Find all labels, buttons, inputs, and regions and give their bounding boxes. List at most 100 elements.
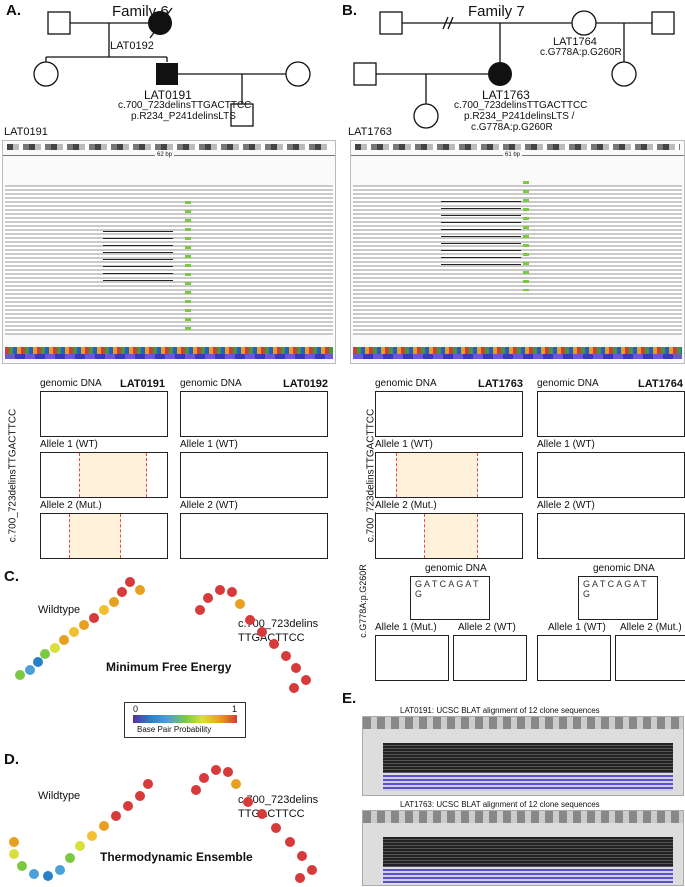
- rna-legend-gradient: [133, 715, 237, 723]
- sanger-left-side-label: c.700_723delinsTTGACTTCC: [7, 408, 19, 543]
- g260r-genomic-title-2: genomic DNA: [593, 563, 655, 574]
- trace-lat1763-genomic: [375, 391, 523, 437]
- g260r-seq-lat1764: G A T C A G A T G: [583, 579, 647, 599]
- family6-variant-protein: p.R234_P241delinsLTS: [131, 111, 236, 122]
- igv-right-ideogram: [355, 144, 680, 150]
- trace-lat1763-allele2: [375, 513, 523, 559]
- pedigree-f7-grandfather: [379, 11, 403, 35]
- trace-g260r-a2-wt: [453, 635, 527, 681]
- right-allele2-title-2: Allele 2 (WT): [537, 500, 595, 511]
- panel-d-label: D.: [4, 751, 19, 768]
- pedigree-child: [230, 103, 254, 127]
- blat-bottom-browser: [362, 810, 684, 886]
- blat-top-browser: [362, 716, 684, 796]
- trace-lat0191-genomic: [40, 391, 168, 437]
- rna-c-wt-structure: [15, 577, 145, 680]
- trace-g260r-a2-mut: [615, 635, 685, 681]
- trace-lat0192-allele1: [180, 452, 328, 498]
- right-sample-1: LAT1763: [478, 378, 524, 390]
- g260r-side-label: c.G778A:p.G260R: [358, 564, 368, 638]
- family7-relative-id: LAT1764: [553, 36, 597, 48]
- family6-variant-dna: c.700_723delinsTTGACTTCC: [118, 100, 252, 111]
- pedigree-proband-lat0191: [156, 63, 178, 85]
- igv-left-view: 62 bp: [2, 140, 336, 364]
- trace-g260r-a1-mut: [375, 635, 449, 681]
- panel-e-label: E.: [342, 690, 357, 707]
- rna-d-wildtype-label: Wildtype: [38, 790, 81, 802]
- right-genomic-title: genomic DNA: [375, 378, 437, 389]
- rna-c-wildtype-label: Wildtype: [38, 604, 81, 616]
- rna-d-wt-structure: [9, 779, 153, 881]
- rna-legend-max: 1: [231, 704, 237, 714]
- pedigree-f7-spouse: [651, 11, 675, 35]
- family6-pedigree: [33, 7, 311, 127]
- rna-c-title: Minimum Free Energy: [106, 660, 232, 674]
- pedigree-sibling: [33, 61, 59, 87]
- right-sample-2: LAT1764: [638, 378, 684, 390]
- rna-d-mutant-label-1: c.700_723delins: [238, 794, 319, 806]
- rna-c-structures: [15, 577, 311, 693]
- igv-right-sequence-track: [353, 347, 682, 354]
- family7-variant-dna: c.700_723delinsTTGACTTCC: [454, 100, 588, 111]
- trace-lat0191-allele2: [40, 513, 168, 559]
- trace-lat1764-allele2: [537, 513, 685, 559]
- igv-right-scale: 61 bp: [503, 152, 523, 158]
- pedigree-proband-lat1763: [488, 62, 512, 86]
- rna-c-mut-structure: [195, 585, 311, 693]
- igv-left-ideogram: [7, 144, 331, 150]
- pedigree-spouse: [285, 61, 311, 87]
- trace-lat1764-genomic: [537, 391, 685, 437]
- trace-lat1763-allele1: [375, 452, 523, 498]
- left-allele2-title: Allele 2 (Mut.): [40, 500, 102, 511]
- g260r-a1-title-2: Allele 1 (WT): [548, 622, 606, 633]
- left-sample-1: LAT0191: [120, 378, 166, 390]
- igv-left-scale: 62 bp: [155, 152, 175, 158]
- panel-a-label: A.: [6, 2, 21, 19]
- rna-d-title: Thermodynamic Ensemble: [100, 850, 253, 864]
- blat-bottom-title: LAT1763: UCSC BLAT alignment of 12 clone…: [400, 800, 600, 809]
- family7-relative-variant: c.G778A:p.G260R: [540, 47, 622, 58]
- trace-lat0192-genomic: [180, 391, 328, 437]
- right-allele1-title-2: Allele 1 (WT): [537, 439, 595, 450]
- pedigree-lat1764: [571, 10, 597, 36]
- rna-legend-label: Base Pair Probability: [137, 725, 212, 734]
- trace-lat0191-allele1: [40, 452, 168, 498]
- right-genomic-title-2: genomic DNA: [537, 378, 599, 389]
- family6-proband-id: LAT0191: [144, 88, 192, 102]
- igv-right-sample: LAT1763: [348, 126, 392, 138]
- panel-c-label: C.: [4, 568, 19, 585]
- rna-c-mutant-label-2: TTGACTTCC: [238, 632, 305, 644]
- igv-right-view: 61 bp: [350, 140, 685, 364]
- pedigree-father: [47, 11, 71, 35]
- family7-variant-protein: p.R234_P241delinsLTS /: [464, 111, 575, 122]
- g260r-a2-title-1: Allele 2 (WT): [458, 622, 516, 633]
- igv-left-aa-track: [5, 354, 333, 359]
- igv-right-aa-track: [353, 354, 682, 359]
- left-allele1-title: Allele 1 (WT): [40, 439, 98, 450]
- blat-top-title: LAT0191: UCSC BLAT alignment of 12 clone…: [400, 706, 600, 715]
- trace-g260r-lat1764: G A T C A G A T G: [578, 576, 658, 620]
- family6-parent-id: LAT0192: [110, 40, 154, 52]
- trace-g260r-a1-wt: [537, 635, 611, 681]
- pedigree-f7-sibling: [611, 61, 637, 87]
- g260r-seq-lat1763: G A T C A G A T G: [415, 579, 479, 599]
- family7-pedigree: [353, 10, 675, 129]
- rna-legend-min: 0: [133, 704, 139, 714]
- trace-lat1764-allele1: [537, 452, 685, 498]
- pedigree-f7-child: [413, 103, 439, 129]
- left-sample-2: LAT0192: [283, 378, 329, 390]
- igv-left-sequence-track: [5, 347, 333, 354]
- right-allele1-title: Allele 1 (WT): [375, 439, 433, 450]
- rna-legend: 0 1 Base Pair Probability: [124, 702, 246, 738]
- rna-c-mutant-label-1: c.700_723delins: [238, 618, 319, 630]
- family7-title: Family 7: [468, 3, 525, 20]
- rna-d-mut-structure: [191, 765, 317, 883]
- rna-d-structures: [9, 765, 317, 883]
- pedigree-f7-partner: [353, 62, 377, 86]
- left-genomic-title: genomic DNA: [40, 378, 102, 389]
- panel-b-label: B.: [342, 2, 357, 19]
- rna-d-mutant-label-2: TTGACTTCC: [238, 808, 305, 820]
- right-allele2-title: Allele 2 (Mut.): [375, 500, 437, 511]
- left-allele2-title-2: Allele 2 (WT): [180, 500, 238, 511]
- g260r-a1-title-1: Allele 1 (Mut.): [375, 622, 437, 633]
